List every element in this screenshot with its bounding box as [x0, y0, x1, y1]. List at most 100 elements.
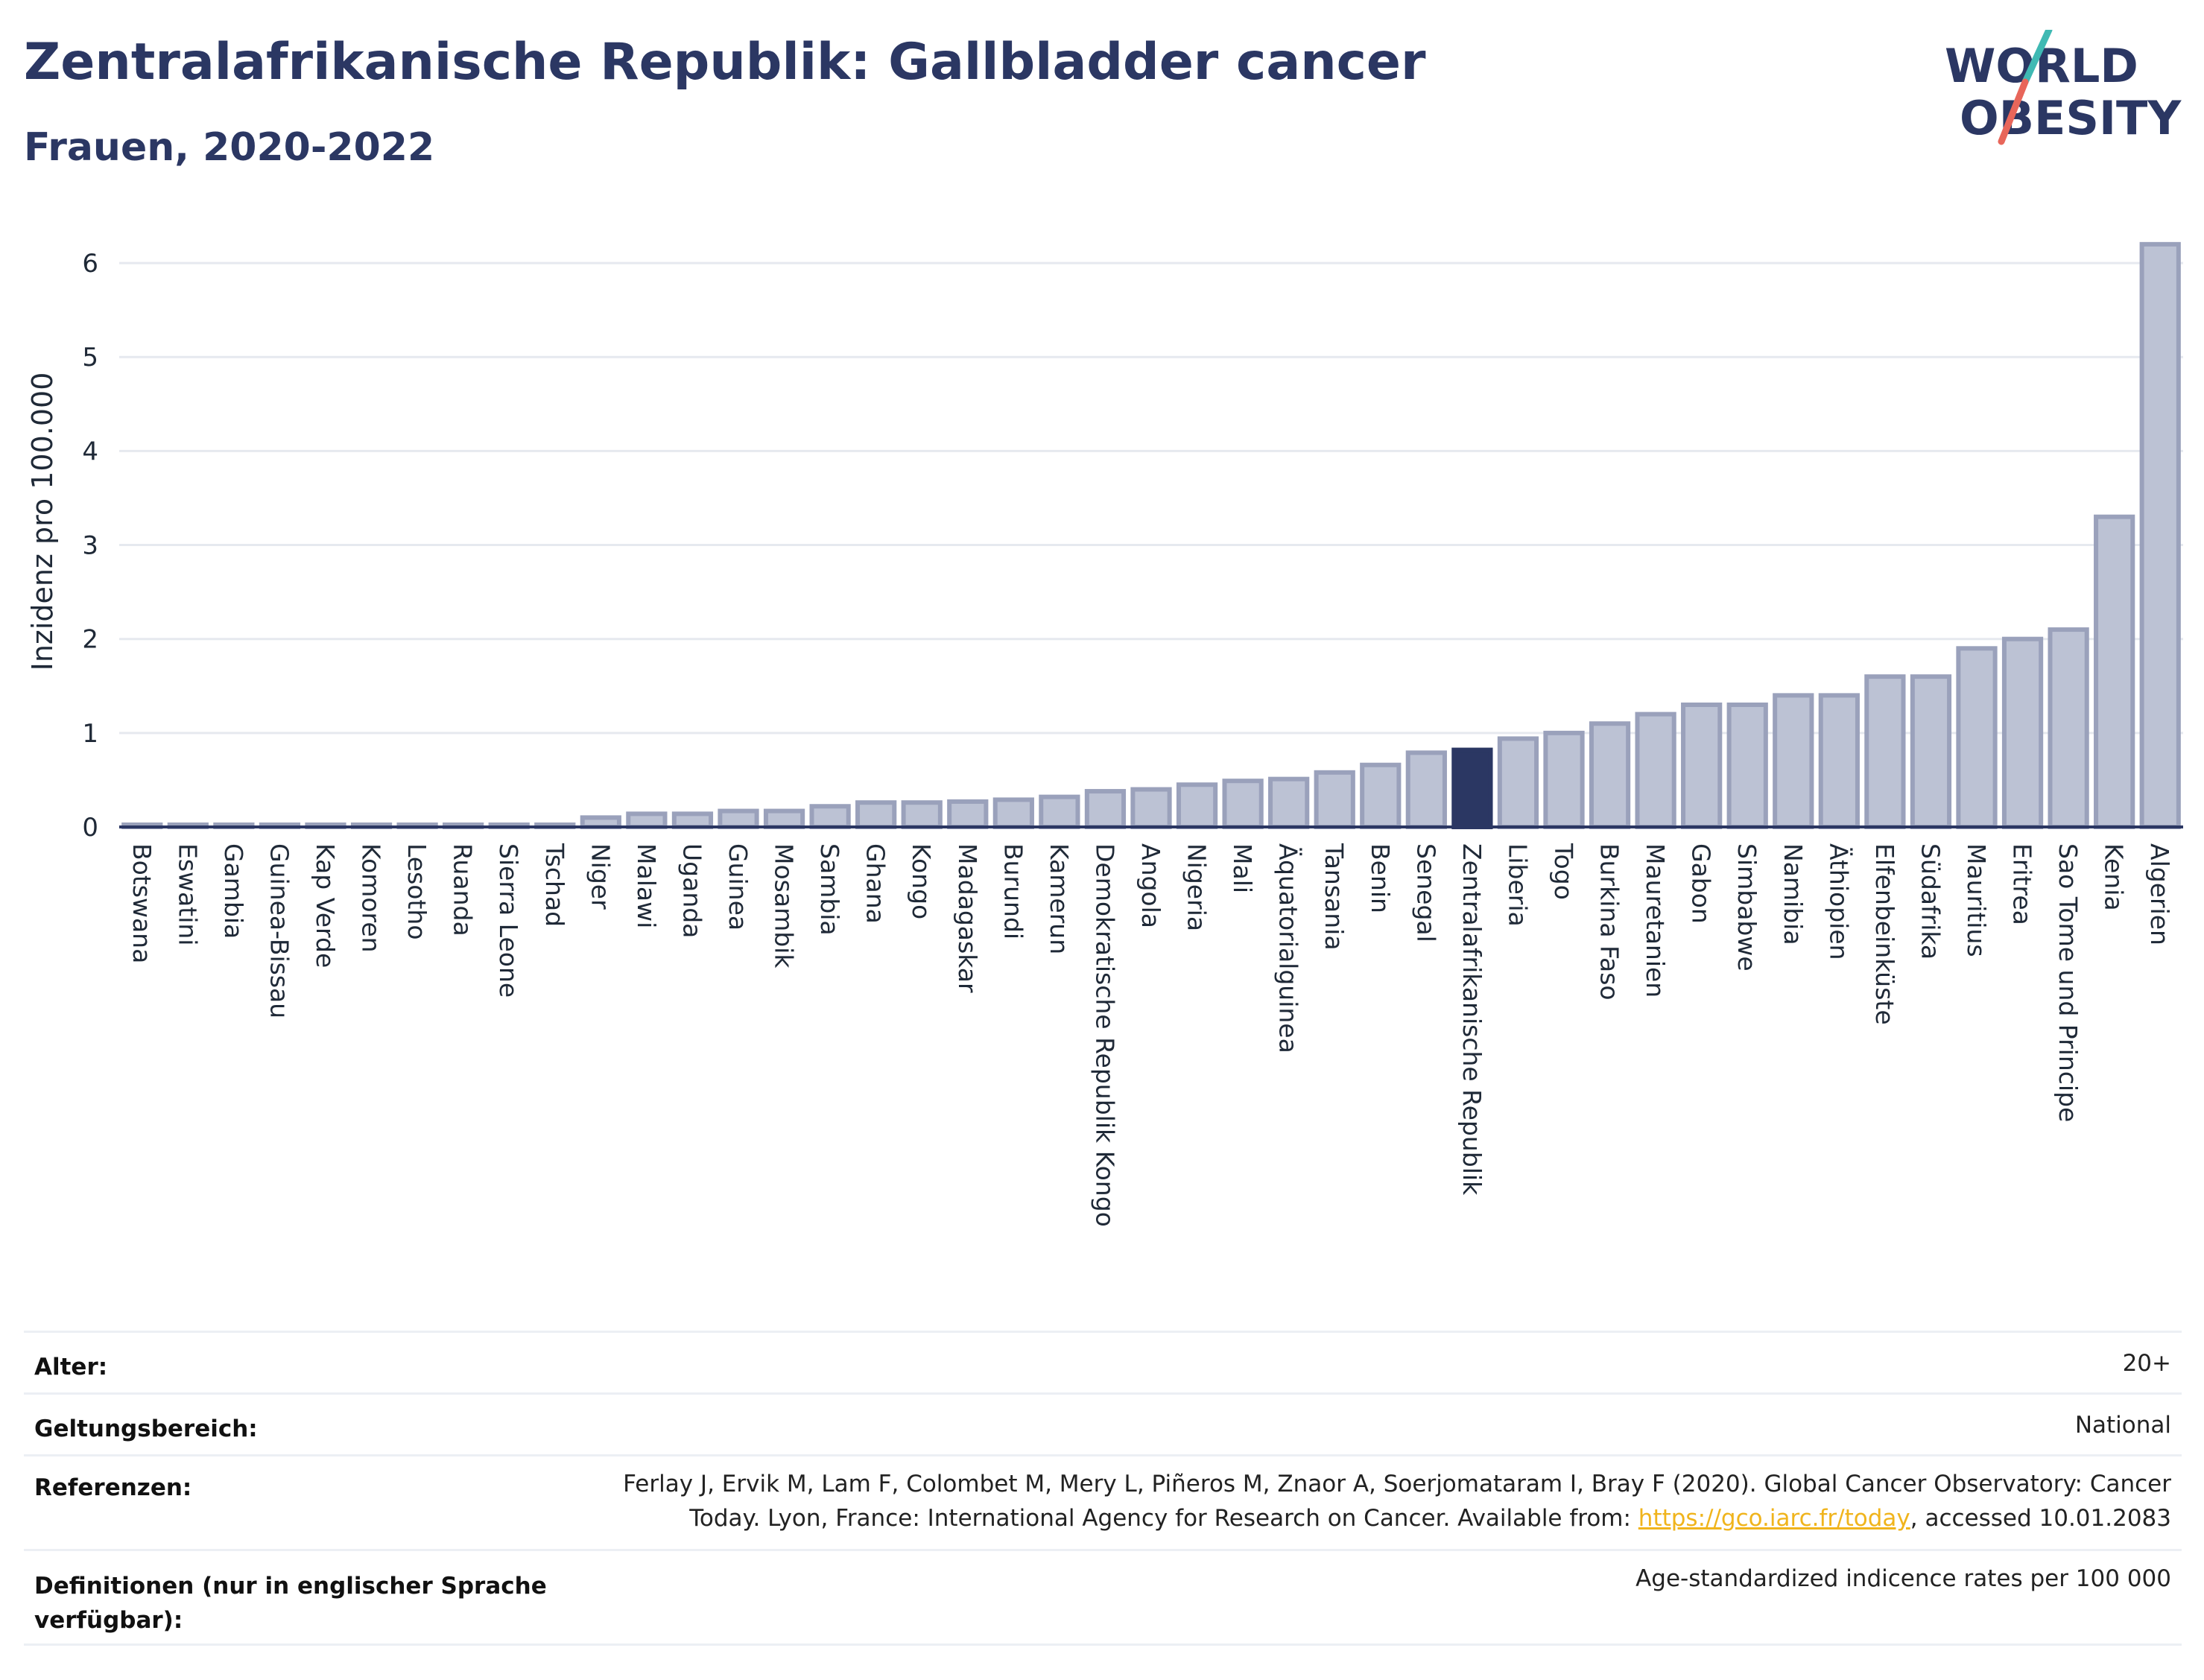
x-tick-label: Madagaskar [953, 843, 982, 993]
world-obesity-logo: WORLD OBESITY [1945, 30, 2182, 145]
meta-row-scope: Geltungsbereich: National [24, 1395, 2182, 1456]
bar [1773, 693, 1814, 830]
x-tick-label: Ghana [861, 843, 890, 924]
meta-label-scope: Geltungsbereich: [34, 1416, 258, 1442]
x-tick-label: Eritrea [2008, 843, 2037, 925]
meta-label-definitions: Definitionen (nur in englischer Sprache … [34, 1569, 547, 1638]
logo-slash-teal [2021, 30, 2053, 86]
bar [2139, 241, 2181, 830]
x-tick-label: Guinea [723, 843, 753, 931]
x-tick-label: Nigeria [1182, 843, 1212, 931]
reference-link[interactable]: https://gco.iarc.fr/today [1638, 1505, 1910, 1532]
x-tick-label: Angola [1136, 843, 1165, 928]
y-tick-label: 3 [82, 531, 98, 561]
bar [2094, 514, 2135, 829]
x-tick-label: Gabon [1687, 843, 1716, 924]
reference-text: Today. Lyon, France: International Agenc… [689, 1505, 1638, 1532]
x-tick-label: Togo [1549, 843, 1578, 900]
metadata-table: Alter: 20+ Geltungsbereich: National Ref… [24, 1331, 2182, 1646]
bar [1405, 750, 1447, 829]
meta-value-references: Ferlay J, Ervik M, Lam F, Colombet M, Me… [532, 1467, 2171, 1535]
x-tick-label: Demokratische Republik Kongo [1090, 843, 1119, 1227]
bar [671, 811, 714, 829]
bar [763, 808, 805, 829]
reference-line-2: Today. Lyon, France: International Agenc… [532, 1501, 2171, 1535]
bar [1726, 703, 1768, 829]
page-subtitle: Frauen, 2020-2022 [24, 125, 435, 170]
x-tick-label: Niger [586, 843, 615, 910]
page-title: Zentralafrikanische Republik: Gallbladde… [24, 33, 1426, 92]
x-tick-label: Gambia [219, 843, 248, 939]
x-tick-label: Sierra Leone [494, 843, 523, 998]
bar [992, 797, 1034, 830]
x-tick-label: Äthiopien [1824, 843, 1853, 960]
x-tick-label: Algerien [2145, 843, 2174, 945]
reference-accessed: , accessed 10.01.2083 [1910, 1505, 2171, 1532]
x-tick-label: Ruanda [449, 843, 478, 936]
definitions-label-line-2: verfügbar): [34, 1607, 183, 1634]
x-tick-label: Kamerun [1045, 843, 1074, 954]
bar [1360, 762, 1402, 829]
x-tick-label: Benin [1366, 843, 1395, 913]
x-tick-label: Kongo [907, 843, 936, 919]
x-tick-label: Mauretanien [1641, 843, 1670, 998]
x-tick-label: Guinea-Bissau [265, 843, 294, 1018]
y-axis-label: Inzidenz pro 100.000 [26, 373, 59, 671]
x-tick-label: Lesotho [402, 843, 431, 940]
meta-label-references: Referenzen: [34, 1474, 192, 1501]
meta-value-definitions: Age-standardized indicence rates per 100… [1635, 1565, 2171, 1592]
bar [1268, 776, 1310, 830]
y-tick-label: 6 [82, 249, 98, 279]
bar [1864, 674, 1906, 830]
x-tick-label: Uganda [677, 843, 706, 938]
bar [1910, 674, 1952, 830]
x-tick-label: Tansania [1320, 843, 1349, 951]
bar [626, 811, 668, 829]
y-tick-label: 2 [82, 625, 98, 655]
x-tick-label: Malawi [632, 843, 661, 928]
bar [947, 799, 989, 830]
bar [1543, 730, 1585, 829]
bar [718, 808, 759, 829]
x-tick-label: Simbabwe [1732, 843, 1761, 971]
x-tick-label: Kap Verde [311, 843, 340, 968]
meta-value-age: 20+ [2122, 1350, 2171, 1377]
definitions-label-line-1: Definitionen (nur in englischer Sprache [34, 1573, 547, 1600]
bar [1176, 782, 1218, 830]
bar [1635, 711, 1676, 829]
bar [1956, 646, 1998, 829]
x-tick-label: Tschad [540, 843, 569, 927]
logo-word-obesity: OBESITY [1960, 91, 2182, 145]
x-tick-label: Senegal [1411, 843, 1440, 942]
x-tick-label: Sao Tome und Principe [2053, 843, 2083, 1122]
meta-label-age: Alter: [34, 1354, 108, 1381]
bar [2001, 636, 2044, 830]
bar-highlighted [1451, 747, 1493, 829]
bar [809, 804, 851, 829]
x-tick-label: Mosambik [770, 843, 799, 969]
x-tick-label: Liberia [1503, 843, 1532, 927]
bar [1039, 794, 1080, 830]
y-axis-ticks: 0 1 2 3 4 5 6 [82, 249, 98, 843]
y-tick-label: 1 [82, 719, 98, 749]
x-axis-labels: Botswana Eswatini Gambia Guinea-Bissau Kap V… [127, 843, 2174, 1227]
x-tick-label: Elfenbeinküste [1870, 843, 1899, 1025]
x-tick-label: Eswatini [173, 843, 202, 945]
meta-row-age: Alter: 20+ [24, 1333, 2182, 1395]
bar [1084, 789, 1127, 829]
bar-chart: 0 1 2 3 4 5 6 Botswana Eswatini Gambia Guinea-Bis… [26, 241, 2183, 1227]
bar [1497, 736, 1539, 830]
meta-row-definitions: Definitionen (nur in englischer Sprache … [24, 1551, 2182, 1646]
x-tick-label: Botswana [127, 843, 156, 963]
x-tick-label: Zentralafrikanische Republik [1457, 843, 1486, 1196]
x-tick-label: Südafrika [1916, 843, 1945, 960]
bar [1130, 787, 1172, 829]
bar [1681, 703, 1723, 829]
bar [1314, 770, 1355, 829]
bars [121, 241, 2181, 830]
x-tick-label: Burundi [998, 843, 1027, 939]
bar [1818, 693, 1860, 830]
x-tick-label: Komoren [357, 843, 386, 953]
x-tick-label: Äquatorialguinea [1274, 843, 1303, 1053]
bar [1589, 721, 1631, 829]
